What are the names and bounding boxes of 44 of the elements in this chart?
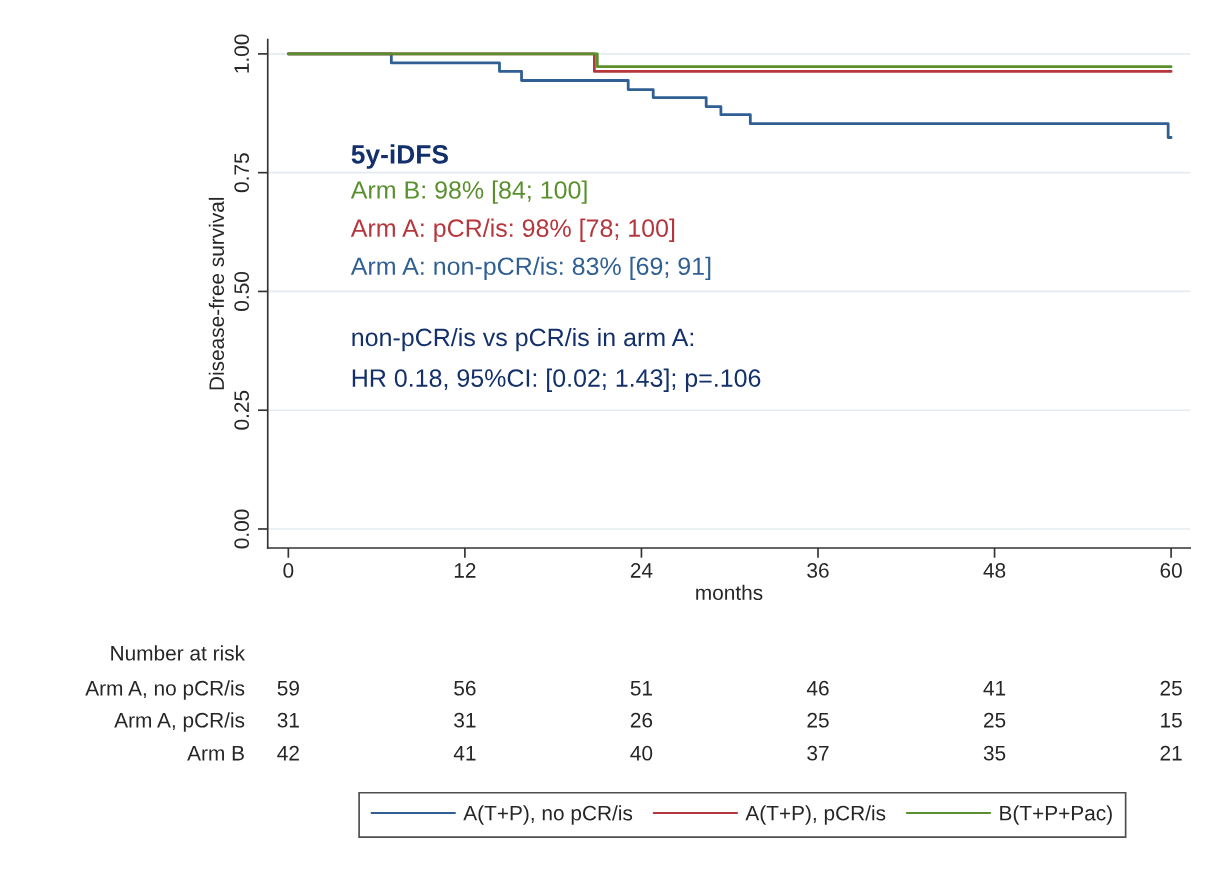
- text: 31: [454, 712, 476, 728]
- text: 56: [454, 680, 476, 696]
- annotation: non-pCR/is vs pCR/is in arm A:: [352, 327, 694, 352]
- annotation: 5y-iDFS: [351, 144, 448, 169]
- annotation: Arm A: non-pCR/is: 83% [69; 91]: [350, 256, 711, 281]
- text: 41: [983, 681, 1006, 696]
- y-tick-label: 0.50: [234, 271, 250, 311]
- x-tick-label: 48: [983, 563, 1006, 578]
- text: Arm A, pCR/is: [114, 712, 245, 732]
- y-tick-label: 0.75: [234, 153, 250, 193]
- text: 26: [630, 712, 653, 728]
- text: 51: [630, 681, 653, 696]
- legend-label: A(T+P), no pCR/is: [463, 805, 633, 825]
- text: Arm B: [187, 746, 244, 761]
- text: 37: [807, 745, 829, 761]
- text: 41: [453, 746, 476, 761]
- text: 42: [277, 745, 299, 761]
- text: 35: [983, 745, 1006, 761]
- text: 25: [984, 712, 1006, 728]
- x-axis-title: months: [696, 584, 763, 601]
- text: 31: [277, 712, 299, 728]
- text: 46: [806, 680, 829, 696]
- x-tick-label: 60: [1160, 563, 1182, 578]
- text: 25: [807, 712, 829, 728]
- annotation: Arm A: pCR/is: 98% [78; 100]: [350, 218, 675, 242]
- x-tick-label: 12: [454, 563, 476, 578]
- legend-label: B(T+P+Pac): [1000, 805, 1112, 825]
- text: 15: [1161, 713, 1182, 728]
- text: 40: [630, 745, 653, 761]
- text: 21: [1160, 745, 1182, 761]
- x-tick-label: 36: [807, 563, 829, 578]
- text: Number at risk: [111, 645, 246, 661]
- text: Arm A, no pCR/is: [85, 680, 245, 700]
- text: 25: [1160, 680, 1182, 696]
- annotation: HR 0.18, 95%CI: [0.02; 1.43]; p=.106: [352, 368, 761, 392]
- y-tick-label: 0.25: [234, 390, 250, 430]
- text: 59: [277, 680, 299, 696]
- y-axis-title: Disease-free survival: [208, 197, 225, 390]
- y-tick-label: 0.00: [234, 509, 250, 549]
- annotation: Arm B: 98% [84; 100]: [350, 180, 587, 204]
- x-tick-label: 24: [630, 563, 653, 578]
- x-tick-label: 0: [283, 563, 294, 578]
- y-tick-label: 1.00: [234, 34, 250, 73]
- legend-label: A(T+P), pCR/is: [745, 805, 886, 825]
